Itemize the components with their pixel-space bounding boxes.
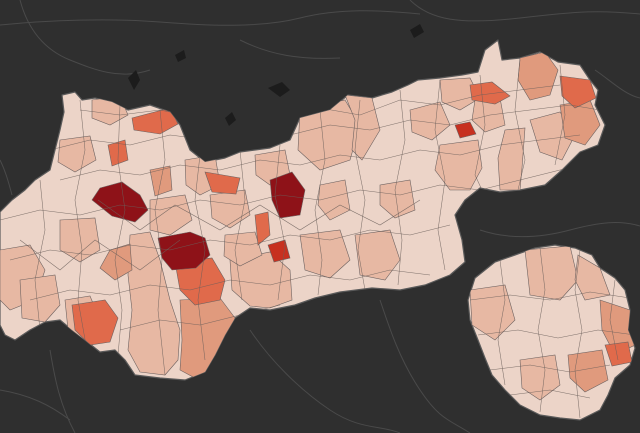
municipality-dark[interactable] xyxy=(157,231,211,271)
municipality-red[interactable] xyxy=(469,81,511,105)
municipality-dark[interactable] xyxy=(269,171,306,219)
municipality[interactable] xyxy=(567,349,609,393)
municipality[interactable] xyxy=(297,99,361,171)
region-north-tyrol xyxy=(0,39,606,381)
municipality[interactable] xyxy=(209,189,251,229)
municipality[interactable] xyxy=(127,231,181,376)
municipality[interactable] xyxy=(524,245,579,301)
municipality[interactable] xyxy=(99,243,133,281)
lake-shape xyxy=(268,82,290,97)
municipality[interactable] xyxy=(519,354,561,401)
municipality-red[interactable] xyxy=(174,257,226,306)
municipality[interactable] xyxy=(179,297,236,379)
lake-shape xyxy=(175,50,186,62)
municipality[interactable] xyxy=(354,229,401,281)
municipality[interactable] xyxy=(497,127,526,191)
municipality-dark[interactable] xyxy=(454,121,477,139)
municipality[interactable] xyxy=(149,194,193,236)
region-east-tyrol xyxy=(467,244,636,421)
municipality-red[interactable] xyxy=(254,211,271,246)
lake-shape xyxy=(410,24,424,38)
municipality-boundaries xyxy=(469,247,635,419)
municipality[interactable] xyxy=(57,135,97,173)
municipality-dark[interactable] xyxy=(267,239,291,263)
municipality-red[interactable] xyxy=(204,171,241,195)
lake-shape xyxy=(128,70,140,90)
municipality[interactable] xyxy=(344,94,381,161)
municipality[interactable] xyxy=(409,101,451,141)
municipality-boundaries xyxy=(0,59,601,376)
municipality[interactable] xyxy=(317,179,351,221)
municipality-red[interactable] xyxy=(559,75,597,109)
municipality-dark[interactable] xyxy=(91,181,149,223)
municipality[interactable] xyxy=(299,229,351,279)
municipality[interactable] xyxy=(574,254,611,301)
municipality[interactable] xyxy=(59,217,101,263)
municipality[interactable] xyxy=(19,274,61,323)
lake-shape xyxy=(225,112,236,126)
municipality[interactable] xyxy=(223,231,263,267)
municipality-red[interactable] xyxy=(71,299,119,346)
